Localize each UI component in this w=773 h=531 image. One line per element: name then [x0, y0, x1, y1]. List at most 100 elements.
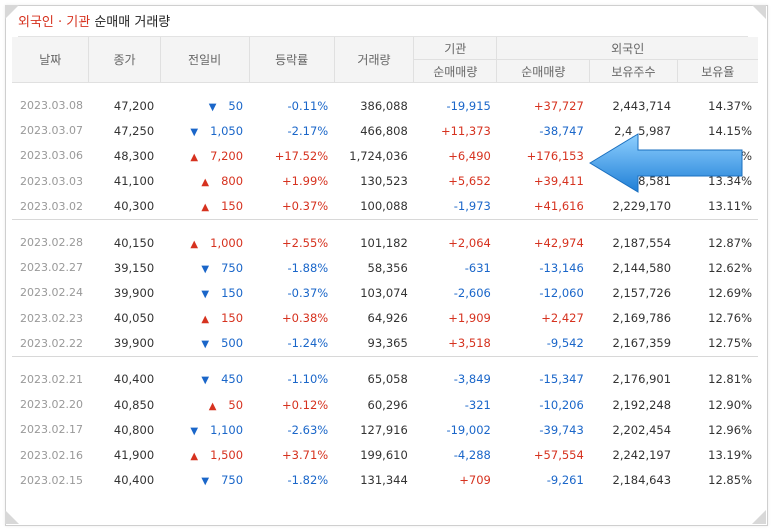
row-foreign-net: -12,060: [539, 285, 584, 300]
row-rate: +17.52%: [274, 148, 329, 163]
table-row: 2023.02.21 40,400 ▼ 450 -1.10% 65,058 -3,849 -1…: [12, 367, 758, 392]
row-close: 39,900: [113, 336, 155, 351]
row-volume: 103,074: [360, 285, 408, 300]
row-date: 2023.02.17: [20, 423, 83, 437]
row-change-value: 150: [221, 285, 244, 300]
row-inst-net: +2,064: [448, 235, 491, 250]
row-change-value: 1,050: [210, 123, 244, 138]
panel-frame: [5, 5, 768, 526]
row-close: 40,300: [113, 199, 155, 214]
row-date: 2023.02.27: [20, 261, 83, 275]
row-inst-net: +1,909: [448, 311, 491, 326]
row-inst-net: +11,373: [440, 123, 491, 138]
row-close: 40,800: [113, 422, 155, 437]
row-volume: 93,365: [367, 336, 408, 351]
row-close: 41,100: [113, 174, 155, 189]
row-inst-net: -2,606: [453, 285, 491, 300]
row-foreign-ratio: 12.81%: [708, 372, 752, 387]
row-foreign-hold: 2,169,786: [612, 311, 672, 326]
row-rate: -1.88%: [287, 260, 329, 275]
row-close: 40,150: [113, 235, 155, 250]
triangle-up-icon: ▲: [201, 177, 210, 189]
row-change: ▲ 1,000: [160, 230, 249, 255]
row-volume: 65,058: [367, 372, 408, 387]
row-change: ▼ 1,100: [160, 417, 249, 442]
row-foreign-ratio: 12.62%: [708, 260, 752, 275]
row-change-value: 50: [228, 98, 244, 113]
row-foreign-hold: 2,192,248: [612, 397, 672, 412]
row-change: ▲ 150: [160, 306, 249, 331]
row-close: 41,900: [113, 448, 155, 463]
row-date: 2023.03.07: [20, 124, 83, 138]
row-change-value: 750: [221, 260, 244, 275]
row-inst-net: +6,490: [448, 148, 491, 163]
row-change-value: 50: [228, 397, 244, 412]
row-date: 2023.03.06: [20, 149, 83, 163]
row-close: 40,400: [113, 473, 155, 488]
row-foreign-hold: 2,443,714: [612, 98, 672, 113]
triangle-up-icon: ▲: [190, 151, 199, 163]
row-volume: 101,182: [360, 235, 408, 250]
title-highlight: 외국인 · 기관: [18, 15, 91, 30]
row-foreign-hold: 2,144,580: [612, 260, 672, 275]
row-change: ▼ 750: [160, 468, 249, 493]
row-rate: -0.11%: [287, 98, 329, 113]
row-foreign-net: -13,146: [539, 260, 584, 275]
header-rate: 등락률: [249, 37, 335, 83]
header-foreign-hold: 보유주수: [589, 59, 678, 83]
row-rate: +2.55%: [282, 235, 329, 250]
row-inst-net: -3,849: [453, 372, 491, 387]
row-foreign-ratio: 14.15%: [708, 123, 752, 138]
row-foreign-ratio: 12.69%: [708, 285, 752, 300]
row-foreign-hold: _8,581: [632, 174, 672, 189]
row-inst-net: +5,652: [448, 174, 491, 189]
row-change: ▼ 750: [160, 255, 249, 280]
row-change: ▲ 1,500: [160, 442, 249, 467]
row-date: 2023.02.22: [20, 336, 83, 350]
row-date: 2023.03.08: [20, 99, 83, 113]
header-spacer: [12, 83, 758, 94]
row-rate: -2.17%: [287, 123, 329, 138]
triangle-down-icon: ▼: [201, 263, 210, 275]
row-inst-net: -19,002: [446, 422, 491, 437]
row-foreign-ratio: 13.19%: [708, 448, 752, 463]
row-rate: +3.71%: [282, 448, 329, 463]
row-inst-net: +3,518: [448, 336, 491, 351]
row-foreign-net: -15,347: [539, 372, 584, 387]
row-close: 47,200: [113, 98, 155, 113]
table-row: 2023.03.07 47,250 ▼ 1,050 -2.17% 466,808 +11,3…: [12, 118, 758, 143]
row-foreign-ratio: 12.87%: [708, 235, 752, 250]
triangle-down-icon: ▼: [208, 101, 217, 113]
row-close: 40,850: [113, 397, 155, 412]
trading-table: 날짜 종가 전일비 등락률 거래량 기관 외국인 순매매량 순매매량 보유주수 …: [12, 37, 758, 493]
row-change-value: 150: [221, 199, 244, 214]
header-institution: 기관: [413, 37, 498, 60]
row-change: ▲ 50: [160, 392, 249, 417]
row-foreign-hold: 2,4_5,987: [614, 123, 672, 138]
row-foreign-net: +39,411: [533, 174, 584, 189]
row-foreign-ratio: 13.34%: [708, 174, 752, 189]
row-volume: 386,088: [360, 98, 408, 113]
row-foreign-hold: 2,157,726: [612, 285, 672, 300]
header-inst-net: 순매매량: [413, 59, 498, 83]
group-spacer: [12, 220, 758, 230]
row-rate: -1.10%: [287, 372, 329, 387]
row-foreign-net: +37,727: [533, 98, 584, 113]
row-close: 48,300: [113, 148, 155, 163]
row-date: 2023.02.28: [20, 236, 83, 250]
row-rate: -0.37%: [287, 285, 329, 300]
triangle-down-icon: ▼: [201, 375, 210, 387]
row-foreign-net: +2,427: [541, 311, 584, 326]
row-volume: 100,088: [360, 199, 408, 214]
header-change: 전일비: [160, 37, 250, 83]
row-change-value: 800: [221, 174, 244, 189]
triangle-down-icon: ▼: [190, 126, 199, 138]
table-row: 2023.02.22 39,900 ▼ 500 -1.24% 93,365 +3,518 -9…: [12, 331, 758, 357]
triangle-down-icon: ▼: [201, 339, 210, 351]
row-inst-net: -321: [464, 397, 491, 412]
table-row: 2023.03.02 40,300 ▲ 150 +0.37% 100,088 -1,973 +…: [12, 194, 758, 220]
row-volume: 130,523: [360, 174, 408, 189]
row-close: 40,400: [113, 372, 155, 387]
corner-fold-top-left: [5, 5, 19, 19]
row-inst-net: -631: [464, 260, 491, 275]
